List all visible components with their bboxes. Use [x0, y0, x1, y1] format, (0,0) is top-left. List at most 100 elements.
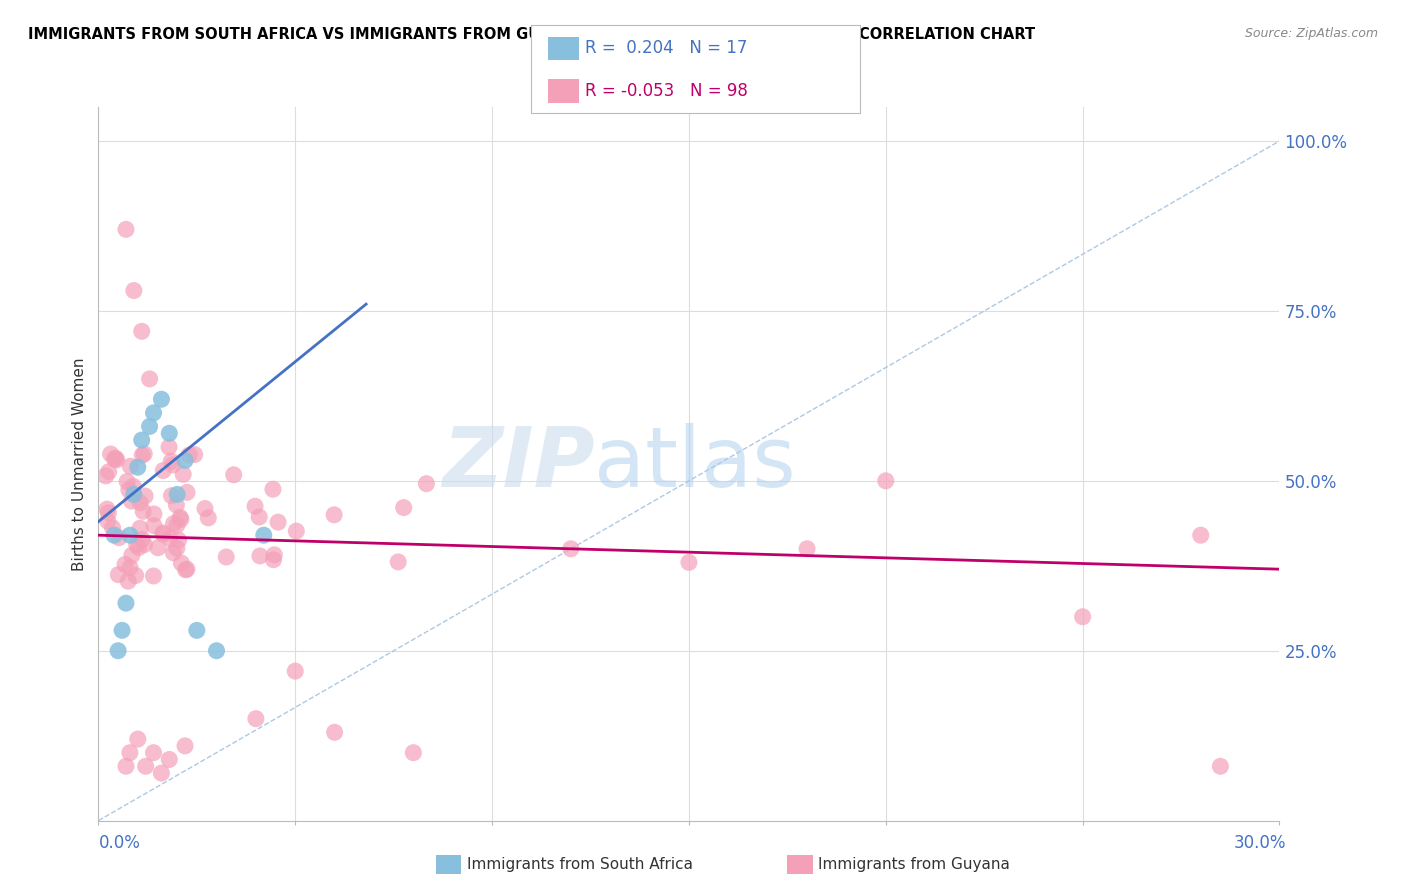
Point [263, 553, 285, 567]
Point [174, 453, 197, 467]
Point [179, 448, 201, 462]
Point [100, 447, 122, 461]
Point [152, 527, 174, 541]
Point [96, 502, 118, 516]
Point [157, 752, 180, 766]
Point [323, 508, 346, 522]
Point [115, 222, 138, 236]
Point [160, 454, 183, 468]
Point [215, 549, 238, 564]
Point [285, 524, 308, 538]
Point [127, 460, 149, 475]
Point [1071, 609, 1094, 624]
Point [122, 284, 145, 298]
Point [114, 558, 136, 572]
Point [108, 531, 131, 545]
Point [125, 538, 148, 552]
Point [134, 489, 156, 503]
Point [104, 451, 127, 466]
Point [131, 448, 153, 462]
Point [142, 569, 165, 583]
Point [174, 739, 197, 753]
Point [176, 485, 198, 500]
Point [125, 568, 148, 582]
Point [134, 537, 156, 551]
Point [245, 712, 267, 726]
Point [1189, 528, 1212, 542]
Text: Source: ZipAtlas.com: Source: ZipAtlas.com [1244, 27, 1378, 40]
Text: Immigrants from Guyana: Immigrants from Guyana [818, 857, 1010, 871]
Point [132, 504, 155, 518]
Point [157, 426, 180, 441]
Point [262, 482, 284, 496]
Point [162, 516, 184, 531]
Point [94, 468, 117, 483]
Point [162, 546, 184, 560]
Point [284, 664, 307, 678]
Point [118, 746, 141, 760]
Point [121, 494, 143, 508]
Point [174, 563, 197, 577]
Point [172, 467, 194, 482]
Point [121, 549, 143, 563]
Point [134, 447, 156, 461]
Point [170, 512, 193, 526]
Point [129, 521, 152, 535]
Point [1209, 759, 1232, 773]
Text: Immigrants from South Africa: Immigrants from South Africa [467, 857, 693, 871]
Point [247, 510, 270, 524]
Point [115, 596, 138, 610]
Point [165, 498, 187, 512]
Point [160, 489, 183, 503]
Point [97, 514, 120, 528]
Point [169, 510, 191, 524]
Point [135, 759, 157, 773]
Point [103, 528, 125, 542]
Point [402, 746, 425, 760]
Point [170, 556, 193, 570]
Point [131, 433, 153, 447]
Text: IMMIGRANTS FROM SOUTH AFRICA VS IMMIGRANTS FROM GUYANA BIRTHS TO UNMARRIED WOMEN: IMMIGRANTS FROM SOUTH AFRICA VS IMMIGRAN… [28, 27, 1035, 42]
Point [117, 574, 139, 589]
Point [162, 458, 184, 472]
Point [186, 624, 208, 638]
Point [387, 555, 409, 569]
Point [118, 528, 141, 542]
Point [263, 548, 285, 562]
Point [253, 528, 276, 542]
Point [194, 501, 217, 516]
Point [560, 541, 582, 556]
Text: atlas: atlas [595, 424, 796, 504]
Point [131, 533, 153, 547]
Point [107, 644, 129, 658]
Text: 30.0%: 30.0% [1234, 834, 1286, 852]
Point [150, 766, 173, 780]
Point [267, 515, 290, 529]
Text: R = -0.053   N = 98: R = -0.053 N = 98 [585, 82, 748, 100]
Text: R =  0.204   N = 17: R = 0.204 N = 17 [585, 39, 747, 57]
Point [103, 452, 125, 467]
Point [131, 324, 153, 338]
Point [152, 525, 174, 540]
Point [129, 496, 152, 510]
Point [166, 487, 188, 501]
Point [138, 419, 160, 434]
Point [167, 533, 190, 547]
Point [243, 500, 266, 514]
Point [122, 479, 145, 493]
Point [166, 518, 188, 533]
Point [323, 725, 346, 739]
Point [142, 746, 165, 760]
Point [115, 759, 138, 773]
Point [150, 392, 173, 407]
Y-axis label: Births to Unmarried Women: Births to Unmarried Women [72, 357, 87, 571]
Point [197, 511, 219, 525]
Point [115, 475, 138, 489]
Point [118, 483, 141, 497]
Point [875, 474, 897, 488]
Point [122, 487, 145, 501]
Point [138, 372, 160, 386]
Point [392, 500, 415, 515]
Point [107, 567, 129, 582]
Point [157, 440, 180, 454]
